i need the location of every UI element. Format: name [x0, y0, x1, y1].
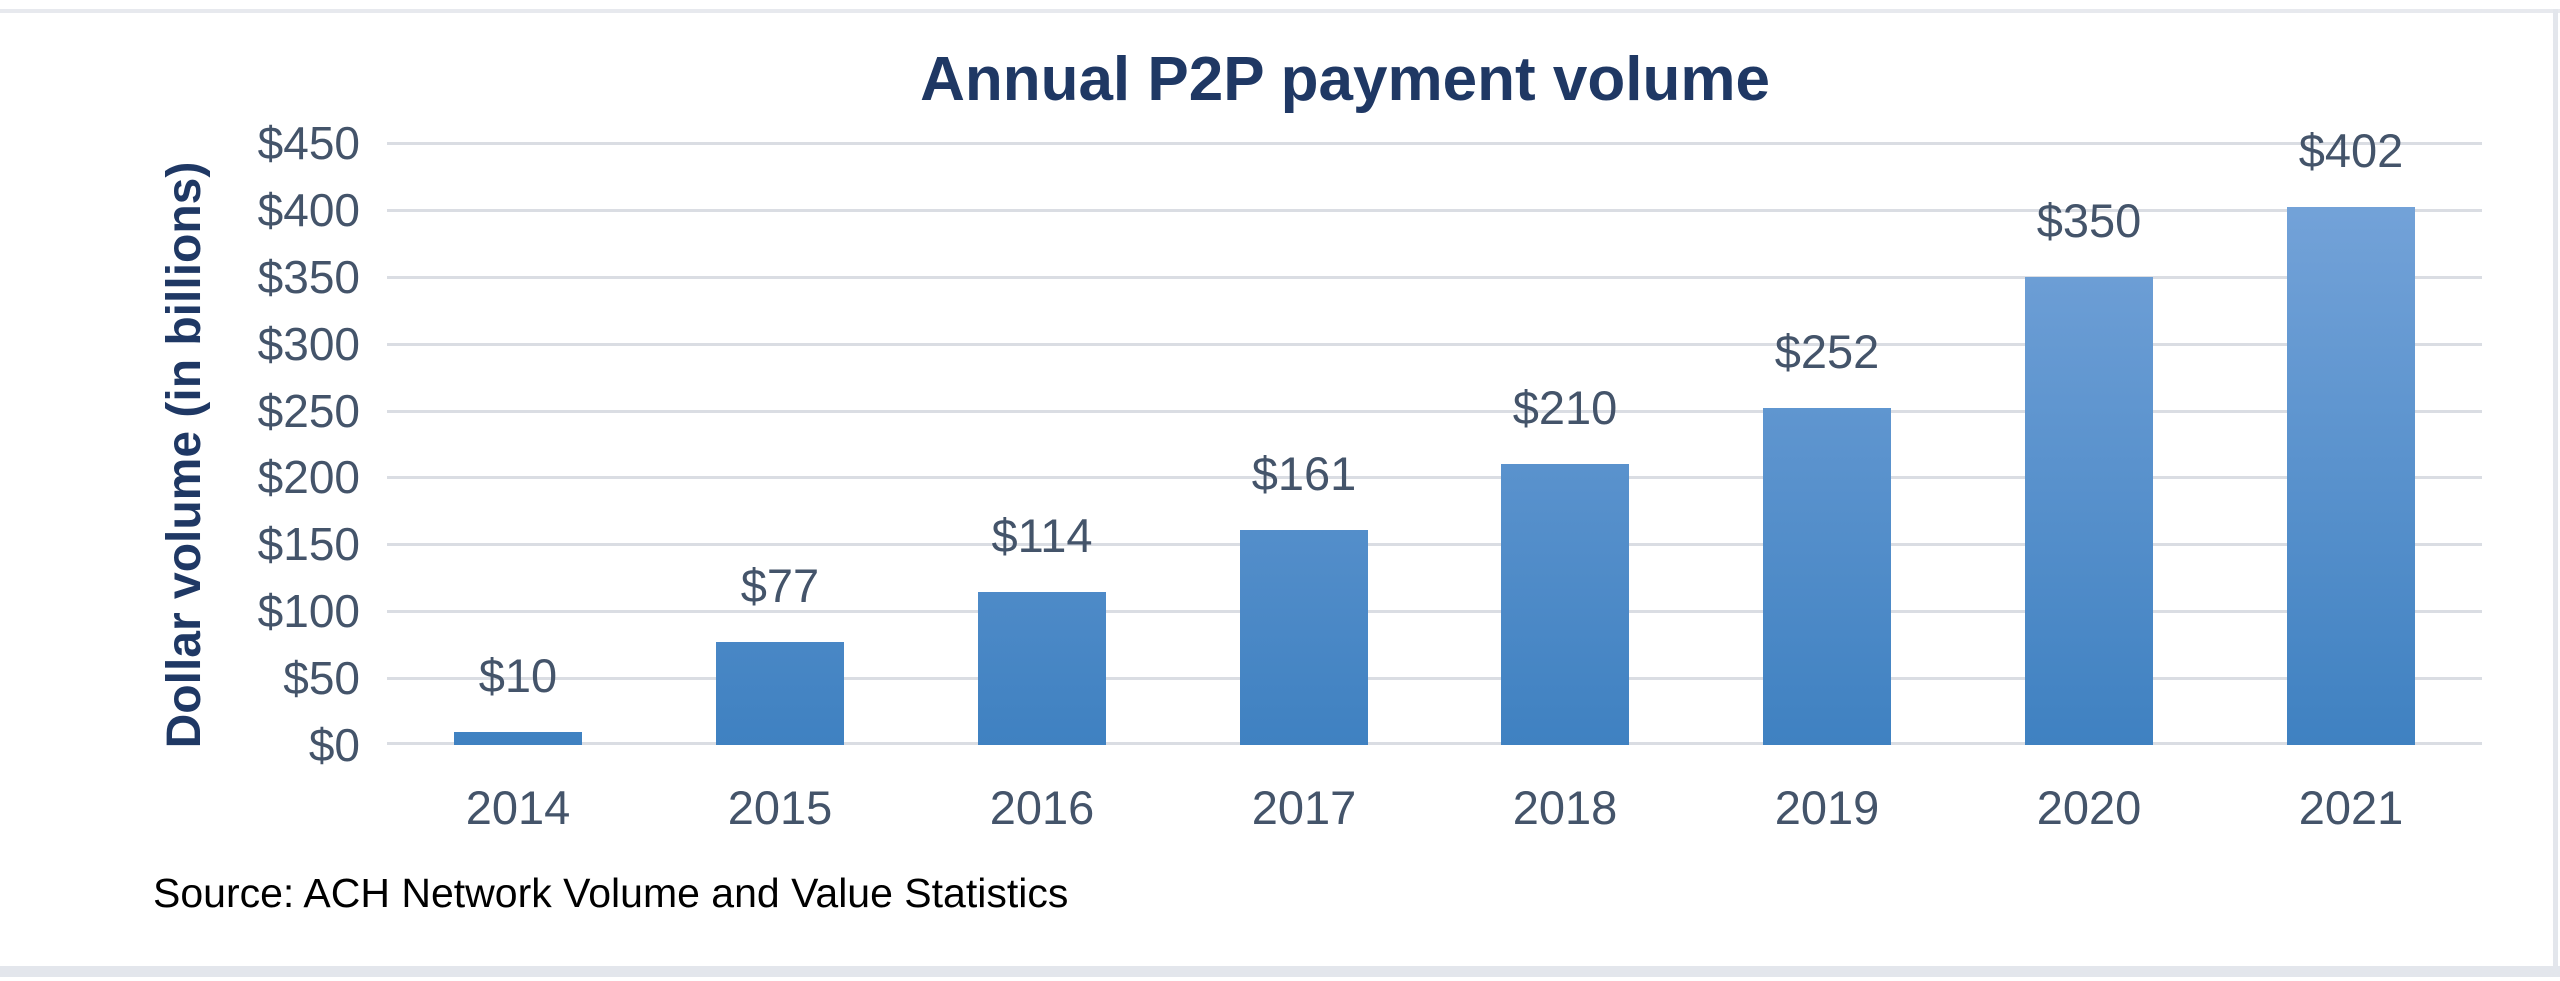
bar-2018: [1501, 464, 1629, 745]
x-axis-label: 2016: [989, 781, 1095, 834]
bar-2016: [978, 592, 1106, 745]
y-tick-label: $250: [257, 385, 360, 437]
y-tick-label: $450: [257, 117, 360, 169]
x-axis-labels: 2014 2015 2016 2017 2018 2019 2020 2021: [387, 782, 2482, 834]
x-axis-label: 2015: [727, 781, 833, 834]
chart-title: Annual P2P payment volume: [920, 45, 1770, 114]
gridline: [387, 142, 2482, 145]
bar-value-label: $10: [478, 649, 558, 702]
y-tick-label: $0: [308, 719, 360, 771]
y-tick-label: $100: [257, 585, 360, 637]
bar-2019: [1763, 408, 1891, 745]
bar-2014: [454, 732, 582, 745]
y-tick-label: $400: [257, 184, 360, 236]
bar-2020: [2025, 277, 2153, 745]
bar-value-label: $210: [1512, 381, 1618, 434]
x-axis-label: 2018: [1512, 781, 1618, 834]
gridline: [387, 677, 2482, 680]
bar-value-label: $350: [2036, 194, 2142, 247]
y-tick-label: $300: [257, 318, 360, 370]
x-axis-label: 2017: [1251, 781, 1357, 834]
x-axis-label: 2020: [2036, 781, 2142, 834]
bar-2017: [1240, 530, 1368, 745]
bar-value-label: $161: [1251, 447, 1357, 500]
y-tick-label: $150: [257, 518, 360, 570]
bar-2015: [716, 642, 844, 745]
gridline: [387, 343, 2482, 346]
bar-value-label: $252: [1774, 325, 1880, 378]
gridline: [387, 276, 2482, 279]
gridline: [387, 476, 2482, 479]
y-axis-tick-labels: $450 $400 $350 $300 $250 $200 $150 $100 $50 $0: [100, 118, 360, 770]
y-tick-label: $200: [257, 451, 360, 503]
x-axis-label: 2021: [2298, 781, 2404, 834]
page-border-bottom: [0, 966, 2560, 977]
gridline: [387, 742, 2482, 745]
gridline: [387, 209, 2482, 212]
gridline: [387, 543, 2482, 546]
plot-area: $10 $77 $114 $161 $210 $252 $350 $402: [387, 125, 2482, 745]
bar-value-label: $402: [2298, 124, 2404, 177]
page-border-top: [0, 9, 2560, 13]
gridline: [387, 610, 2482, 613]
y-tick-label: $50: [283, 652, 360, 704]
bar-2021: [2287, 207, 2415, 745]
page-border-right: [2553, 9, 2558, 977]
source-note: Source: ACH Network Volume and Value Sta…: [153, 870, 1069, 916]
bar-value-label: $114: [991, 509, 1093, 562]
gridline: [387, 410, 2482, 413]
bar-value-label: $77: [740, 559, 820, 612]
x-axis-label: 2019: [1774, 781, 1880, 834]
x-axis-label: 2014: [465, 781, 571, 834]
y-tick-label: $350: [257, 251, 360, 303]
